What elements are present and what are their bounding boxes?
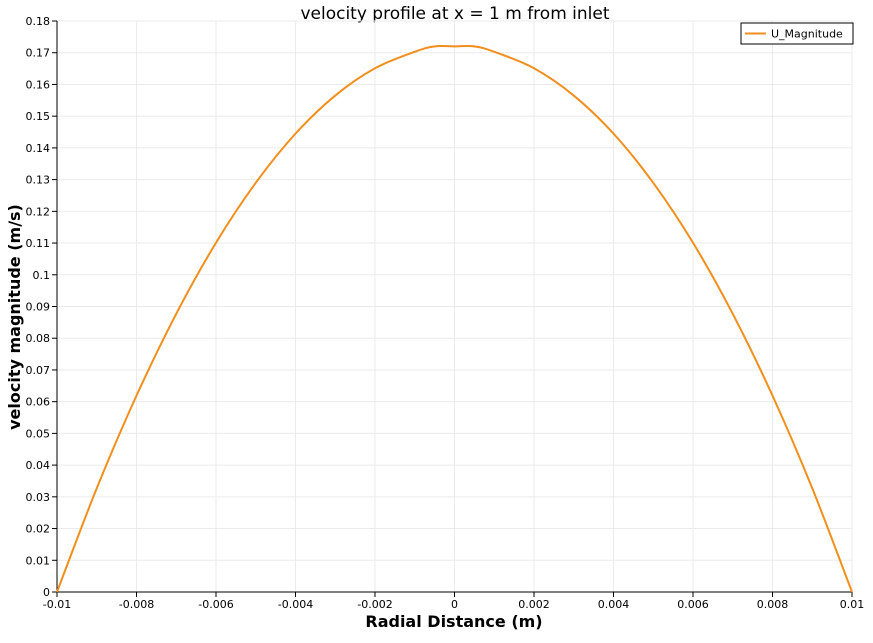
series-layer	[56, 44, 853, 593]
x-tick-label: 0.006	[677, 598, 709, 611]
y-tick-label: 0.03	[26, 491, 51, 504]
x-tick-label: -0.004	[278, 598, 313, 611]
y-tick-label: 0.11	[26, 237, 51, 250]
x-tick-label: 0	[451, 598, 458, 611]
y-tick-label: 0.09	[26, 301, 51, 314]
y-tick-label: 0.05	[26, 427, 51, 440]
y-tick-label: 0	[43, 586, 50, 599]
x-axis-title: Radial Distance (m)	[365, 612, 542, 631]
y-axis-ticks: 0 0.01 0.02 0.03 0.04 0.05 0.06 0.07 0.08 0.09 0.1…	[26, 15, 57, 599]
x-tick-label: 0.01	[840, 598, 865, 611]
y-tick-label: 0.02	[26, 523, 51, 536]
x-tick-label: -0.006	[198, 598, 233, 611]
y-tick-label: 0.15	[26, 110, 51, 123]
y-tick-label: 0.17	[26, 47, 51, 60]
y-tick-label: 0.08	[26, 332, 51, 345]
y-tick-label: 0.18	[26, 15, 51, 28]
y-tick-label: 0.13	[26, 174, 51, 187]
x-tick-label: 0.004	[598, 598, 630, 611]
x-axis-ticks: -0.01 -0.008 -0.006 -0.004 -0.002 0 0.002 0.004…	[43, 592, 864, 611]
y-tick-label: 0.14	[26, 142, 51, 155]
x-tick-label: -0.002	[357, 598, 392, 611]
y-tick-label: 0.06	[26, 396, 51, 409]
grid	[56, 20, 853, 593]
y-tick-label: 0.16	[26, 78, 51, 91]
chart-title: velocity profile at x = 1 m from inlet	[300, 4, 609, 24]
y-tick-label: 0.12	[26, 205, 51, 218]
y-tick-label: 0.01	[26, 554, 51, 567]
x-tick-label: -0.01	[43, 598, 71, 611]
y-axis-title: velocity magnitude (m/s)	[5, 204, 24, 430]
y-tick-label: 0.1	[33, 269, 51, 282]
legend: U_Magnitude	[740, 22, 854, 45]
series-line-U_Magnitude	[56, 44, 853, 593]
y-tick-label: 0.04	[26, 459, 51, 472]
legend-label: U_Magnitude	[771, 28, 843, 41]
legend-box	[740, 22, 854, 45]
y-tick-label: 0.07	[26, 364, 51, 377]
x-tick-label: 0.002	[518, 598, 550, 611]
x-tick-label: 0.008	[757, 598, 789, 611]
x-tick-label: -0.008	[119, 598, 154, 611]
